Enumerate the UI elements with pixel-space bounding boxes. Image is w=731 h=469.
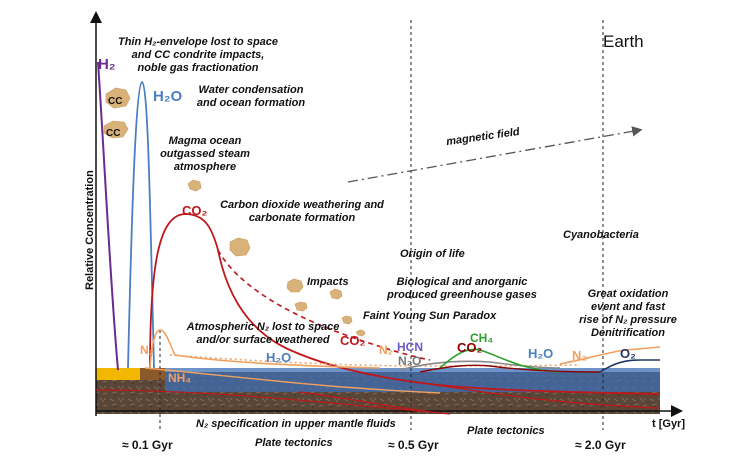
n2-specification-label: N₂ specification in upper mantle fluids <box>196 418 396 430</box>
water-condensation-label: Water condensation and ocean formation <box>196 84 306 109</box>
nh4-label: NH₄ <box>168 371 192 385</box>
h2-curve <box>97 61 119 371</box>
co2-label-mid: CO₂ <box>340 333 366 348</box>
co2-label-late: CO₂ <box>457 340 483 355</box>
mantle-line-1 <box>95 389 431 413</box>
h2o-label-late: H₂O <box>528 346 554 361</box>
n2-label-late: N₂ <box>572 348 588 363</box>
greenhouse-gases-label: Biological and anorganic produced greenh… <box>387 276 537 301</box>
h2-label: H₂ <box>98 56 116 73</box>
cc-label-1: CC <box>108 96 123 107</box>
early-crust-layer <box>140 368 165 380</box>
n2-curve-late <box>559 346 661 365</box>
tick-0.5-gyr: ≈ 0.5 Gyr <box>388 438 439 452</box>
cc-label-2: CC <box>106 128 121 139</box>
magnetic-field-arrow <box>347 126 643 183</box>
co2-label-peak: CO₂ <box>182 203 208 218</box>
tick-2.0-gyr: ≈ 2.0 Gyr <box>575 438 626 452</box>
origin-of-life-label: Origin of life <box>400 248 465 260</box>
o2-curve <box>599 359 660 373</box>
n2o-label: N₂O <box>398 354 422 368</box>
impacts-label: Impacts <box>307 276 349 288</box>
tick-0.1-gyr: ≈ 0.1 Gyr <box>122 438 173 452</box>
nh4-curve <box>144 367 441 394</box>
co2-dashed-curve <box>217 249 431 361</box>
great-oxidation-label: Great oxidation event and fast rise of N… <box>579 288 677 339</box>
h2o-label-early: H₂O <box>153 88 183 105</box>
co2-curve <box>149 213 661 395</box>
faint-young-sun-label: Faint Young Sun Paradox <box>363 310 497 322</box>
h2o-label-ocean: H₂O <box>266 350 292 365</box>
co2-late-curve <box>419 364 601 373</box>
n2-label-mid: N₂ <box>379 343 393 357</box>
ch4-label: CH₄ <box>470 331 494 345</box>
planet-title: Earth <box>603 32 644 51</box>
ch4-curve <box>439 348 561 373</box>
impact-rocks <box>103 87 366 337</box>
mantle-line-2 <box>299 391 451 415</box>
mantle-line-3 <box>429 383 661 409</box>
o2-label: O₂ <box>620 346 636 361</box>
n2o-curve <box>399 360 561 371</box>
magma-ocean-layer <box>96 368 140 380</box>
x-axis-label: t [Gyr] <box>652 418 685 430</box>
h2o-spike-curve <box>127 80 155 369</box>
cyanobacteria-label: Cyanobacteria <box>563 229 639 241</box>
plate-tectonics-label-2: Plate tectonics <box>467 425 545 437</box>
plate-tectonics-label-1: Plate tectonics <box>255 437 333 449</box>
n2-curve-early <box>149 329 381 369</box>
carbon-dioxide-label: Carbon dioxide weathering and carbonate … <box>220 199 384 224</box>
y-axis-label: Relative Concentration <box>84 170 96 290</box>
n2-lost-label: Atmospheric N₂ lost to space and/or surf… <box>186 321 340 346</box>
magma-ocean-label: Magma ocean outgassed steam atmosphere <box>160 135 250 173</box>
hcn-label: HCN <box>397 340 423 354</box>
n2-label-early: N₂ <box>140 343 154 357</box>
h2-envelope-label: Thin H₂-envelope lost to space and CC co… <box>117 36 279 74</box>
